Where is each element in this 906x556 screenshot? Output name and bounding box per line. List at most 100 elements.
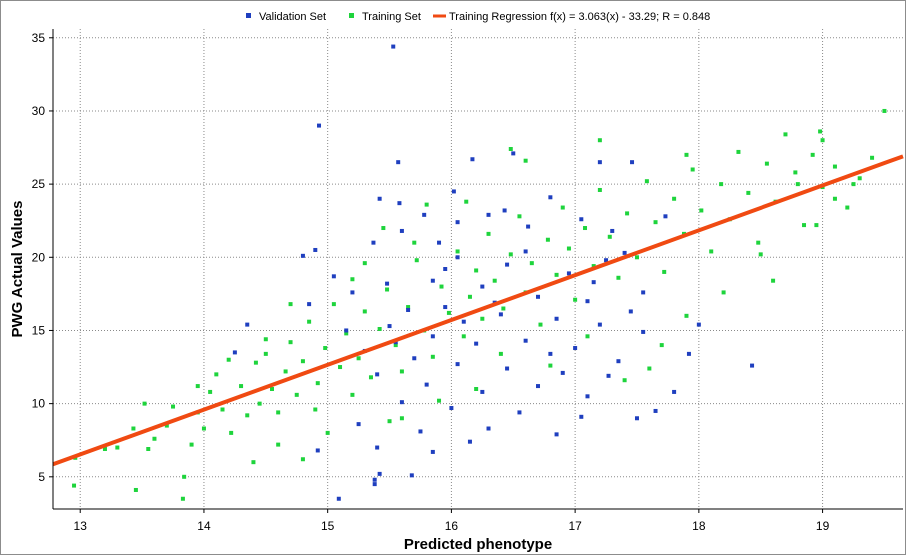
validation-point — [628, 309, 633, 314]
validation-point — [585, 299, 590, 304]
y-tick-label: 20 — [32, 250, 46, 264]
validation-point — [585, 394, 590, 399]
training-point — [350, 392, 355, 397]
training-point — [276, 410, 281, 415]
training-point — [288, 302, 293, 307]
training-point — [102, 447, 107, 451]
validation-point — [523, 338, 528, 343]
training-point — [226, 357, 231, 362]
training-point — [653, 220, 658, 225]
validation-point — [336, 496, 341, 501]
validation-point — [317, 123, 322, 128]
validation-point — [385, 281, 390, 286]
x-tick-label: 14 — [197, 519, 211, 533]
validation-point — [399, 400, 404, 405]
training-point — [783, 132, 788, 137]
training-point — [461, 334, 466, 339]
training-point — [607, 234, 612, 239]
validation-point — [424, 382, 429, 387]
training-point — [832, 196, 837, 201]
training-point — [756, 240, 761, 245]
training-point — [133, 487, 138, 492]
validation-point — [300, 253, 305, 258]
training-point — [214, 372, 219, 377]
validation-point — [536, 384, 541, 389]
validation-point — [597, 322, 602, 327]
training-point — [538, 322, 543, 327]
training-point — [832, 164, 837, 169]
training-point — [508, 147, 513, 151]
training-point — [699, 208, 704, 213]
validation-point — [641, 329, 646, 334]
validation-point — [470, 157, 475, 162]
training-point — [263, 351, 268, 356]
training-point — [283, 369, 288, 374]
training-point — [554, 272, 559, 277]
training-point — [464, 199, 469, 204]
validation-point — [396, 160, 401, 165]
training-point — [430, 354, 435, 359]
legend-regression-label: Training Regression f(x) = 3.063(x) - 33… — [449, 11, 710, 23]
validation-point — [375, 445, 380, 450]
training-point — [508, 252, 513, 257]
training-point — [325, 430, 330, 435]
training-point — [294, 392, 299, 397]
y-tick-label: 15 — [32, 323, 46, 337]
validation-point — [430, 278, 435, 283]
training-point — [201, 426, 206, 431]
training-point — [338, 365, 343, 370]
validation-point — [604, 258, 609, 263]
training-point — [492, 278, 497, 283]
training-point — [498, 351, 503, 356]
validation-point — [610, 228, 615, 233]
legend: Validation Set Training Set Training Reg… — [246, 11, 710, 23]
training-point — [350, 277, 355, 282]
training-point — [399, 416, 404, 421]
training-point — [245, 413, 250, 418]
validation-point — [579, 217, 584, 222]
validation-point — [356, 422, 361, 427]
training-point — [446, 310, 451, 315]
training-point — [793, 170, 798, 175]
training-point — [622, 378, 627, 383]
validation-point — [616, 359, 621, 364]
training-point — [399, 369, 404, 374]
training-point — [814, 223, 819, 228]
validation-point — [455, 220, 460, 225]
training-point — [288, 340, 293, 345]
training-point — [480, 316, 485, 321]
validation-point — [480, 284, 485, 289]
training-point — [634, 255, 639, 260]
validation-point — [573, 346, 578, 351]
training-point — [591, 264, 596, 269]
training-point — [142, 401, 147, 406]
training-point — [257, 401, 262, 406]
training-point — [467, 294, 472, 299]
x-tick-label: 13 — [74, 519, 88, 533]
validation-point — [554, 316, 559, 321]
training-point — [659, 343, 664, 348]
y-axis-title: PWG Actual Values — [9, 201, 26, 338]
validation-point — [443, 305, 448, 310]
training-point — [597, 187, 602, 192]
validation-point — [606, 373, 611, 378]
validation-point — [455, 255, 460, 260]
training-point — [220, 407, 225, 412]
training-point — [684, 152, 689, 157]
validation-point — [391, 44, 396, 49]
validation-point — [498, 312, 503, 317]
training-point — [818, 129, 823, 134]
validation-point — [750, 363, 755, 368]
validation-point — [344, 328, 349, 333]
training-point — [251, 460, 256, 465]
regression-layer — [52, 154, 904, 467]
validation-point — [449, 406, 454, 411]
training-point — [721, 290, 726, 295]
training-point — [381, 226, 386, 231]
validation-point — [422, 212, 427, 217]
training-point — [474, 387, 479, 391]
training-point — [882, 108, 887, 113]
training-point — [152, 436, 157, 441]
training-point — [414, 258, 419, 263]
